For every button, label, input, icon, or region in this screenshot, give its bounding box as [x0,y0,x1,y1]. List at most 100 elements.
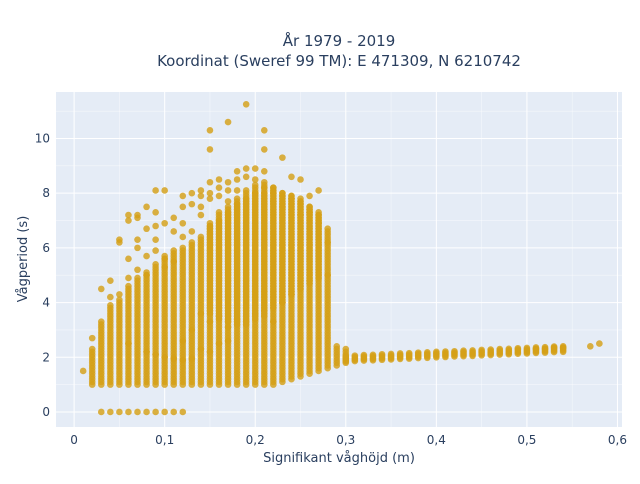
data-point [188,326,196,334]
data-point [559,344,567,351]
data-point [197,345,205,353]
data-point [161,255,168,263]
data-point [514,344,522,352]
data-point [125,217,132,224]
data-point [152,247,159,254]
data-point [188,355,196,362]
data-point [224,323,232,331]
data-point [297,176,304,183]
data-point [215,340,223,347]
data-point [197,211,205,219]
data-point [260,178,268,186]
data-point [197,192,205,200]
data-point [260,168,268,175]
chart-title-line-1: År 1979 - 2019 [283,31,396,50]
data-point [88,334,96,342]
data-point [107,408,114,416]
data-point [487,346,494,353]
data-point [107,302,114,309]
data-point [206,178,214,186]
data-point [433,348,440,356]
data-point [179,219,187,227]
data-point [279,154,286,161]
data-point [179,203,187,211]
data-point [523,344,531,352]
data-point [414,349,422,356]
data-point [342,345,350,353]
data-point [143,203,150,211]
data-point [125,274,132,282]
data-point [206,348,214,356]
data-point [170,228,178,235]
data-point [206,189,214,197]
x-tick-label: 0,6 [608,433,627,447]
data-point [315,219,322,227]
data-point [107,277,114,284]
data-point [315,209,322,216]
data-point [596,340,603,347]
data-point [242,321,250,328]
data-point [215,192,223,200]
data-point [116,296,123,304]
data-point [260,146,268,153]
data-point [478,346,485,354]
data-point [233,195,241,202]
data-point [396,350,404,357]
data-point [152,187,159,194]
data-point [179,233,187,241]
chart-title-line-2: Koordinat (Sweref 99 TM): E 471309, N 62… [157,52,521,70]
data-markers [79,101,603,416]
data-point [188,228,196,235]
data-point [161,219,168,227]
data-point [233,176,241,183]
data-point [197,203,205,211]
data-point [496,345,504,353]
data-point [179,356,187,364]
data-point [442,348,449,355]
y-tick-label: 0 [42,405,50,419]
data-point [125,408,132,416]
x-axis-title: Signifikant våghöjd (m) [263,451,415,466]
y-tick-label: 2 [42,350,50,364]
data-point [550,344,558,351]
data-point [297,285,304,293]
data-point [387,350,395,358]
data-point [206,126,214,134]
data-point [306,203,313,211]
data-point [378,350,386,358]
data-point [587,343,594,350]
data-point [351,352,359,359]
data-point [224,118,232,126]
data-point [224,203,232,211]
data-point [215,312,223,320]
data-point [134,274,141,282]
data-point [125,255,132,263]
y-tick-label: 8 [42,186,50,200]
y-tick-label: 4 [42,296,50,310]
data-point [451,347,458,355]
x-tick-label: 0,2 [246,433,265,447]
data-point [251,310,259,317]
data-point [315,187,322,194]
data-point [143,271,150,279]
data-point [143,348,150,356]
data-point [197,233,205,241]
data-point [306,209,313,216]
data-point [116,408,123,416]
data-point [188,239,196,246]
data-point [297,195,304,202]
data-point [215,184,223,192]
data-point [233,168,241,175]
data-point [424,349,431,356]
data-point [206,195,214,202]
data-point [532,345,540,353]
data-point [79,367,87,375]
data-point [179,408,187,416]
data-point [161,408,168,416]
y-axis-title: Vågperiod (s) [16,216,31,303]
x-tick-label: 0 [70,433,78,447]
data-point [360,351,368,359]
data-point [161,353,168,361]
data-point [170,355,178,362]
